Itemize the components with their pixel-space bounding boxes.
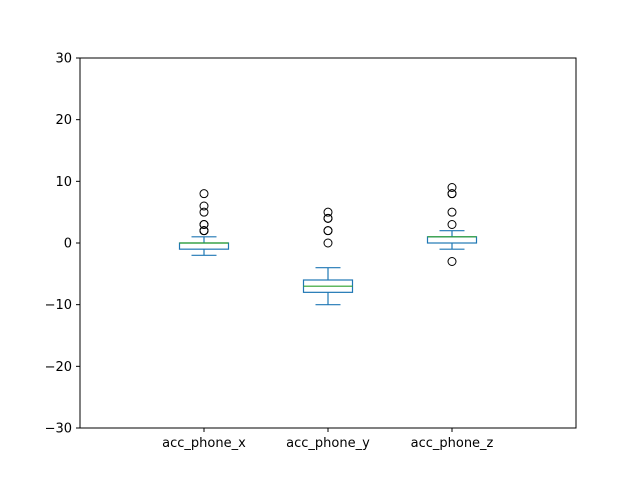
outlier-point <box>199 207 209 217</box>
outlier-point <box>323 213 333 223</box>
outlier-point <box>323 226 333 236</box>
box-group-acc_phone_x <box>178 189 230 256</box>
x-tick-label: acc_phone_x <box>162 436 246 451</box>
outlier-point <box>199 220 209 229</box>
outlier-point <box>199 226 209 236</box>
box-iqr <box>178 242 230 250</box>
outlier-point <box>447 207 457 217</box>
box-group-acc_phone_y <box>302 207 354 306</box>
outlier-point <box>199 189 209 199</box>
y-axis: −30 −20 −10 0 10 20 30 <box>45 52 80 437</box>
outlier-point <box>447 189 457 199</box>
y-tick-label: 20 <box>55 113 72 128</box>
plot-content <box>178 183 478 306</box>
y-tick-label: 10 <box>55 175 72 190</box>
box-group-acc_phone_z <box>426 183 478 266</box>
outlier-point <box>447 220 457 229</box>
outlier-point <box>323 207 333 217</box>
y-tick-label: 0 <box>64 237 72 252</box>
outlier-point <box>447 183 457 192</box>
y-tick-label: −20 <box>45 360 72 375</box>
x-tick-label: acc_phone_y <box>286 436 370 451</box>
y-tick-label: −30 <box>45 422 72 437</box>
x-tick-label: acc_phone_z <box>411 436 494 451</box>
outlier-point <box>323 238 333 248</box>
box-iqr <box>426 236 478 244</box>
y-tick-label: 30 <box>55 52 72 67</box>
outlier-point <box>199 201 209 211</box>
outlier-point <box>447 257 457 266</box>
y-tick-label: −10 <box>45 298 72 313</box>
axes-frame <box>79 57 577 429</box>
x-axis: acc_phone_x acc_phone_y acc_phone_z <box>162 428 494 451</box>
